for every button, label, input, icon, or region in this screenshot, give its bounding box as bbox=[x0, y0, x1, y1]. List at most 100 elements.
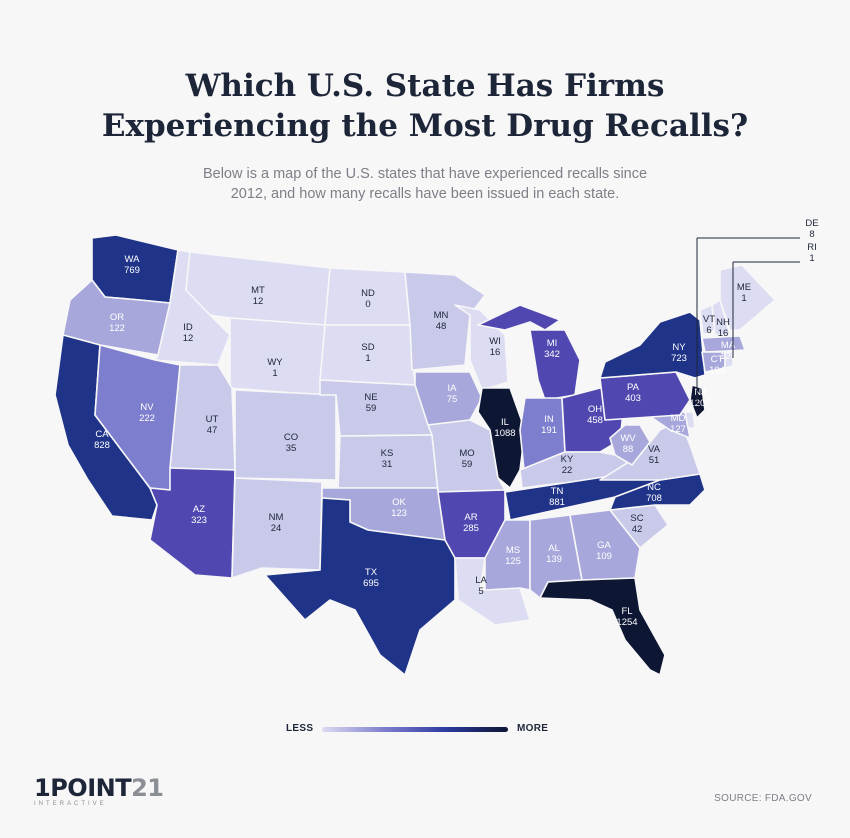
state-abbr-il: IL bbox=[501, 417, 509, 428]
state-abbr-or: OR bbox=[110, 312, 124, 323]
state-abbr-md: MD bbox=[671, 413, 686, 424]
state-value-sd: 1 bbox=[365, 353, 370, 364]
state-value-ca: 828 bbox=[94, 440, 110, 451]
state-la bbox=[454, 557, 531, 626]
state-mn bbox=[404, 271, 486, 371]
state-value-ny: 723 bbox=[671, 353, 687, 364]
page-title: Which U.S. State Has Firms Experiencing … bbox=[0, 66, 850, 146]
state-value-tx: 695 bbox=[363, 578, 379, 589]
state-value-mt: 12 bbox=[253, 296, 264, 307]
state-value-ok: 123 bbox=[391, 508, 407, 519]
logo-name-a: 1POINT bbox=[34, 774, 132, 802]
state-abbr-ms: MS bbox=[506, 545, 520, 556]
state-abbr-nd: ND bbox=[361, 288, 375, 299]
state-value-mi: 342 bbox=[544, 349, 560, 360]
logo-name-b: 21 bbox=[131, 774, 164, 802]
state-nm bbox=[231, 477, 323, 579]
state-ny bbox=[599, 311, 706, 379]
state-abbr-nm: NM bbox=[269, 512, 284, 523]
state-value-pa: 403 bbox=[625, 393, 641, 404]
source-note: SOURCE: FDA.GOV bbox=[714, 793, 812, 804]
state-abbr-ky: KY bbox=[561, 454, 574, 465]
state-value-ia: 75 bbox=[447, 394, 458, 405]
state-abbr-co: CO bbox=[284, 432, 298, 443]
state-value-fl: 1254 bbox=[616, 617, 637, 628]
state-value-va: 51 bbox=[649, 455, 660, 466]
state-value-mo: 59 bbox=[462, 459, 473, 470]
state-co bbox=[234, 389, 337, 481]
state-value-nv: 222 bbox=[139, 413, 155, 424]
state-abbr-sc: SC bbox=[630, 513, 643, 524]
legend-more-label: MORE bbox=[517, 723, 549, 734]
title-line-2: Experiencing the Most Drug Recalls? bbox=[101, 108, 749, 144]
state-value-wy: 1 bbox=[272, 368, 277, 379]
state-value-ma: 120 bbox=[720, 351, 736, 362]
state-value-ga: 109 bbox=[596, 551, 612, 562]
state-abbr-mo: MO bbox=[459, 448, 474, 459]
state-tx bbox=[264, 497, 456, 676]
state-abbr-ny: NY bbox=[672, 342, 686, 353]
state-value-nc: 708 bbox=[646, 493, 662, 504]
state-value-mn: 48 bbox=[436, 321, 447, 332]
state-value-ks: 31 bbox=[382, 459, 393, 470]
state-value-in: 191 bbox=[541, 425, 557, 436]
state-abbr-sd: SD bbox=[361, 342, 374, 353]
state-abbr-ma: MA bbox=[721, 340, 736, 351]
legend-less-label: LESS bbox=[286, 723, 314, 734]
state-ga bbox=[569, 509, 641, 581]
state-value-az: 323 bbox=[191, 515, 207, 526]
state-abbr-la: LA bbox=[475, 575, 487, 586]
state-value-la: 5 bbox=[478, 586, 483, 597]
state-abbr-ar: AR bbox=[464, 512, 477, 523]
state-value-co: 35 bbox=[286, 443, 297, 454]
state-abbr-ga: GA bbox=[597, 540, 611, 551]
state-abbr-de: DE bbox=[805, 218, 818, 229]
callout-line-de bbox=[696, 237, 800, 405]
state-value-nj: 1207 bbox=[689, 398, 710, 409]
state-ri bbox=[724, 351, 734, 369]
state-abbr-wy: WY bbox=[267, 357, 283, 368]
state-value-md: 127 bbox=[670, 424, 686, 435]
legend-gradient-bar bbox=[322, 727, 508, 732]
state-value-ms: 125 bbox=[505, 556, 521, 567]
state-value-or: 122 bbox=[109, 323, 125, 334]
state-value-wa: 769 bbox=[124, 265, 140, 276]
state-abbr-ne: NE bbox=[364, 392, 377, 403]
state-abbr-id: ID bbox=[183, 322, 193, 333]
state-me bbox=[719, 264, 776, 331]
state-abbr-ok: OK bbox=[392, 497, 406, 508]
page-subtitle: Below is a map of the U.S. states that h… bbox=[0, 164, 850, 204]
state-ma bbox=[701, 335, 746, 353]
state-nh bbox=[711, 299, 731, 336]
title-line-1: Which U.S. State Has Firms bbox=[185, 68, 665, 104]
state-value-ri: 1 bbox=[809, 253, 814, 264]
state-abbr-ct: CT bbox=[711, 354, 724, 365]
state-abbr-pa: PA bbox=[627, 382, 640, 393]
subtitle-line-1: Below is a map of the U.S. states that h… bbox=[202, 166, 648, 182]
state-abbr-ca: CA bbox=[95, 429, 109, 440]
state-abbr-wi: WI bbox=[489, 336, 501, 347]
state-abbr-mt: MT bbox=[251, 285, 265, 296]
state-value-de: 8 bbox=[809, 229, 814, 240]
state-abbr-oh: OH bbox=[588, 404, 602, 415]
state-abbr-nh: NH bbox=[716, 317, 730, 328]
state-abbr-nc: NC bbox=[647, 482, 661, 493]
state-abbr-ut: UT bbox=[206, 414, 219, 425]
state-abbr-az: AZ bbox=[193, 504, 205, 515]
state-abbr-nj: NJ bbox=[694, 387, 706, 398]
state-abbr-vt: VT bbox=[703, 314, 715, 325]
state-value-vt: 6 bbox=[706, 325, 711, 336]
state-abbr-tx: TX bbox=[365, 567, 378, 578]
state-abbr-fl: FL bbox=[621, 606, 632, 617]
state-value-tn: 881 bbox=[549, 497, 565, 508]
state-ut bbox=[169, 364, 236, 471]
state-abbr-wv: WV bbox=[620, 433, 636, 444]
state-abbr-va: VA bbox=[648, 444, 661, 455]
state-value-id: 12 bbox=[183, 333, 194, 344]
state-value-oh: 458 bbox=[587, 415, 603, 426]
state-value-wi: 16 bbox=[490, 347, 501, 358]
state-abbr-ri: RI bbox=[807, 242, 817, 253]
logo-subtitle: INTERACTIVE bbox=[34, 801, 107, 807]
state-abbr-ks: KS bbox=[381, 448, 394, 459]
state-abbr-tn: TN bbox=[551, 486, 564, 497]
